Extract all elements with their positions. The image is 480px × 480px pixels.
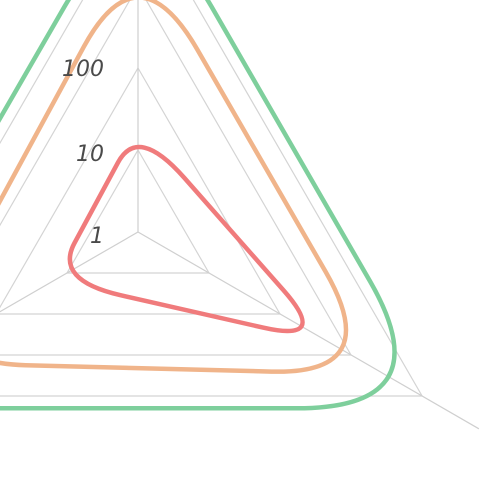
radar-grid	[0, 0, 480, 430]
grid-ring-1000	[0, 0, 353, 356]
series-line-2	[0, 0, 349, 374]
tick-label-1: 1	[90, 224, 104, 249]
axis-spoke-3	[0, 231, 139, 313]
series-line-1	[67, 144, 305, 334]
radar-tick-labels: 1 10 100	[62, 57, 104, 249]
tick-label-10: 10	[76, 142, 104, 167]
axis-spoke-2	[137, 231, 480, 430]
grid-ring-10	[65, 148, 211, 274]
tick-label-100: 100	[62, 57, 104, 82]
radar-series-group	[0, 0, 397, 411]
series-line-3	[0, 0, 397, 411]
grid-ring-100	[0, 66, 282, 315]
grid-ring-10000	[0, 0, 424, 397]
